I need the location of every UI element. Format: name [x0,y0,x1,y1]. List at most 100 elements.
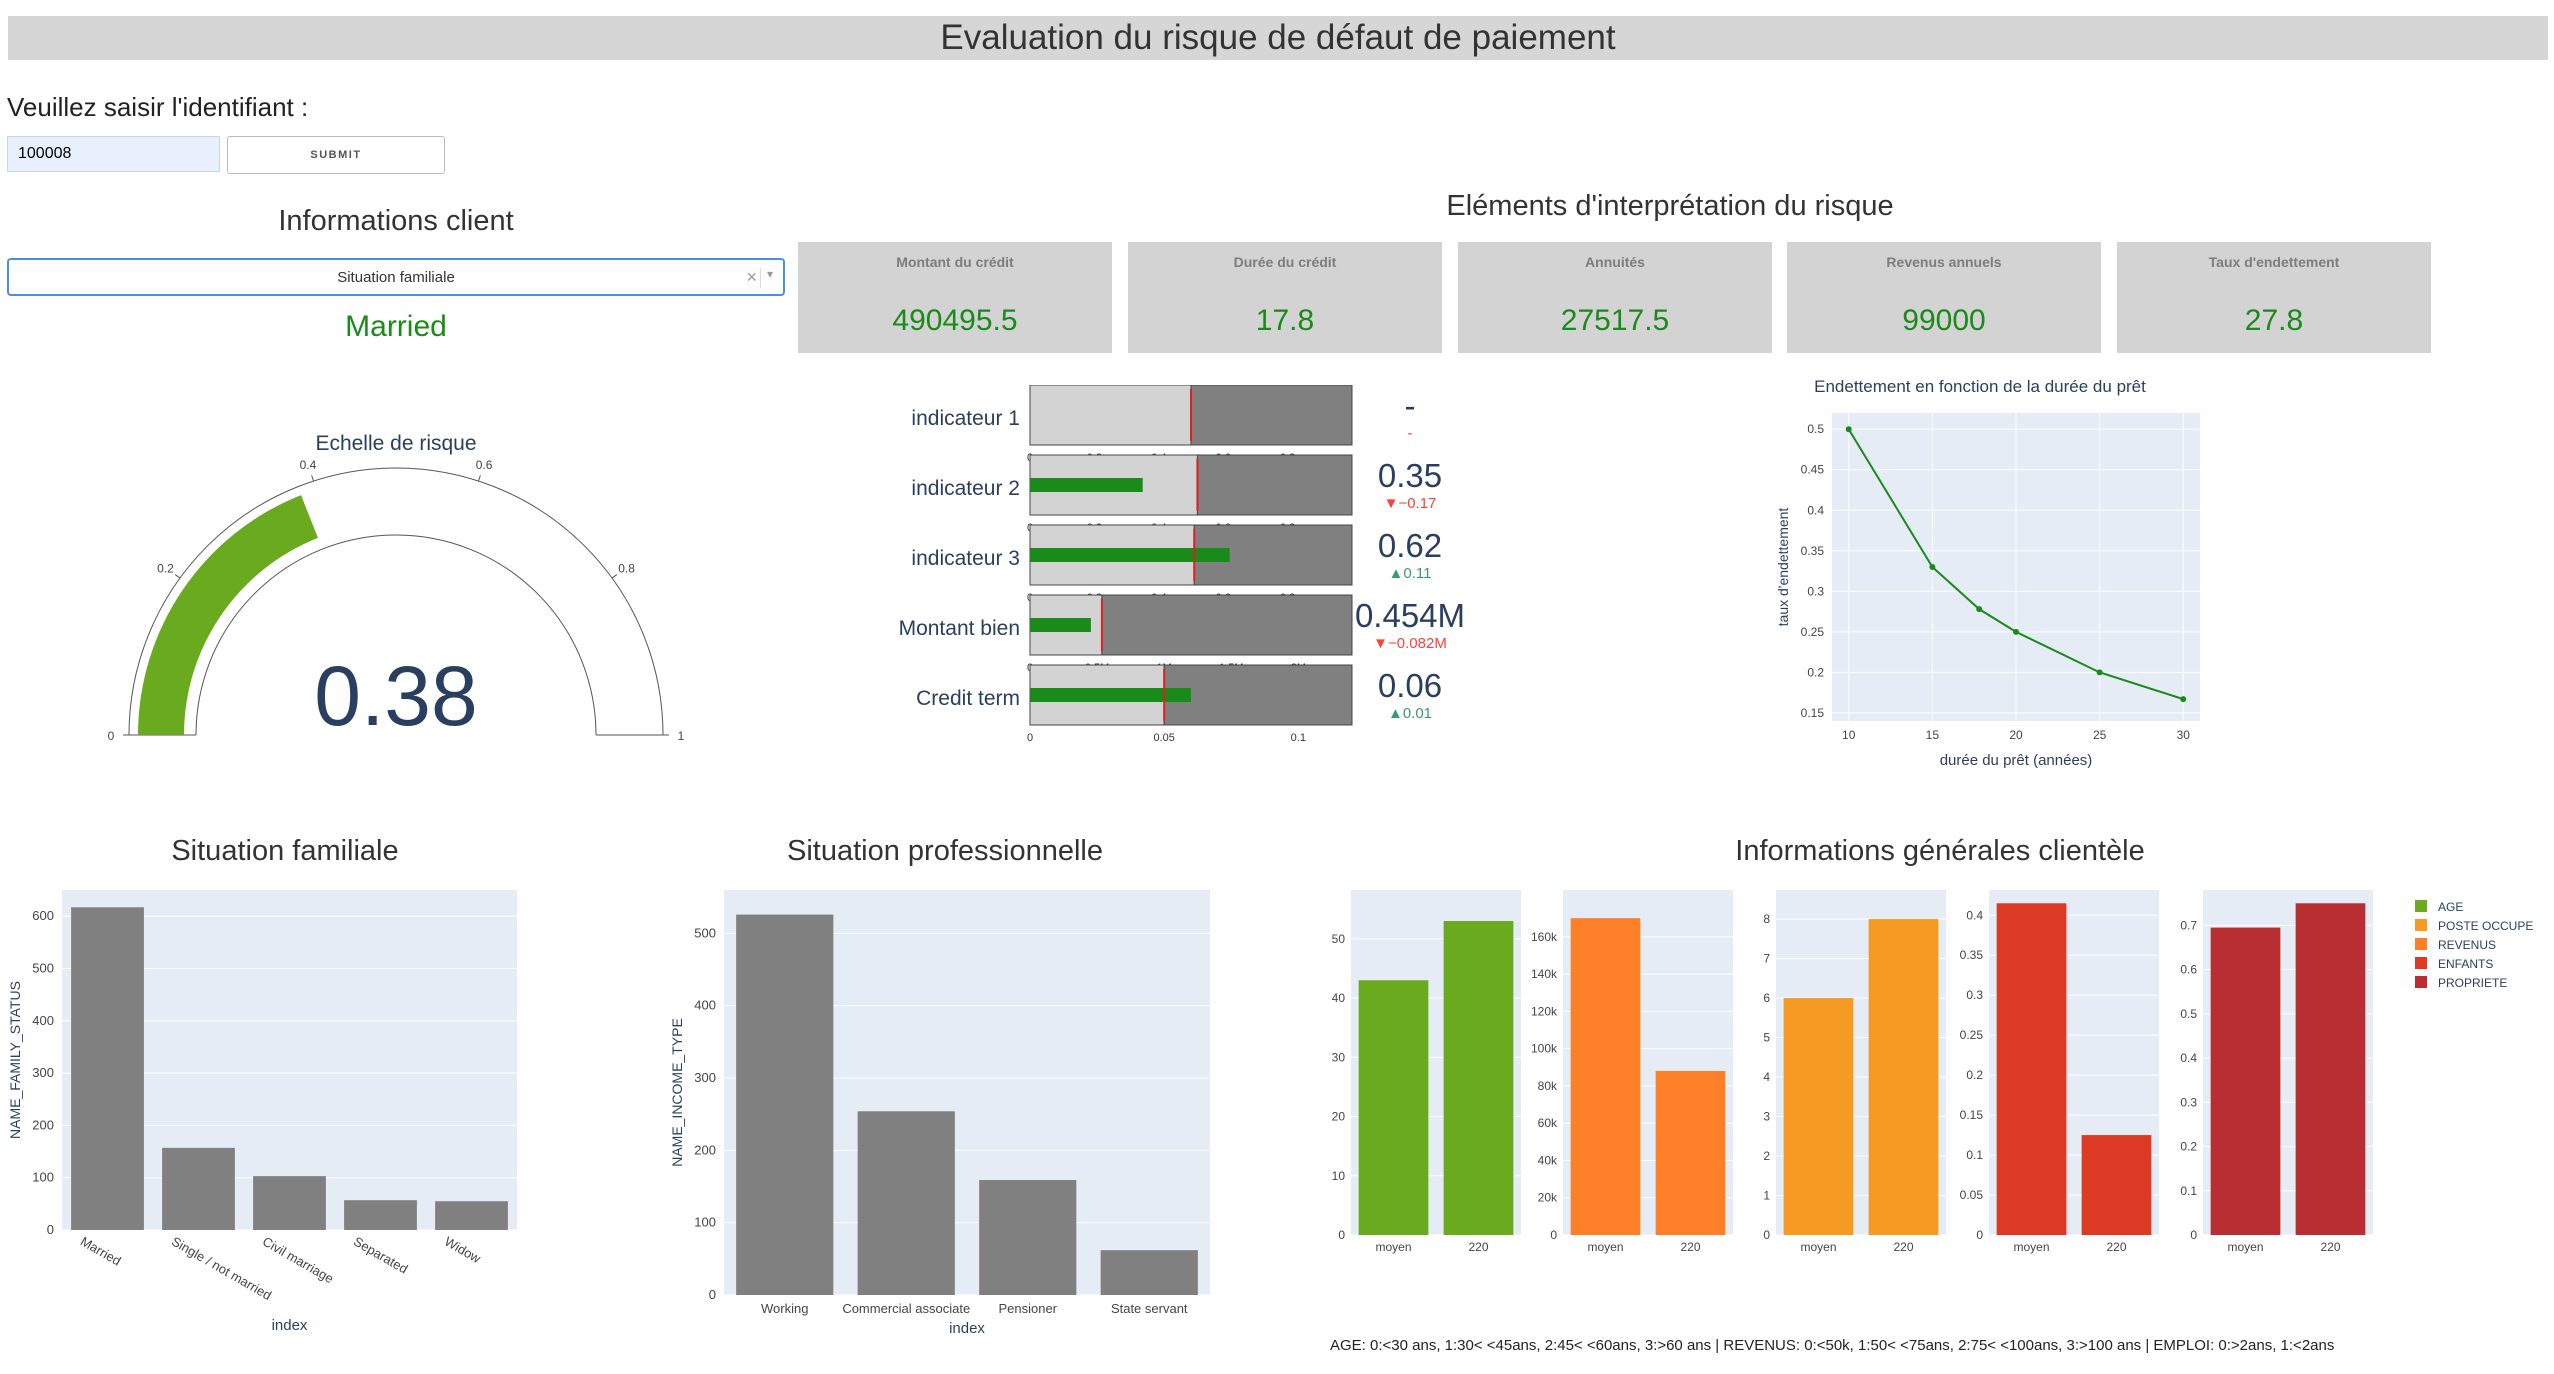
bar-ytick-label: 500 [694,925,716,940]
general-ytick-label: 4 [1763,1070,1770,1084]
bullet-range-high [1163,664,1353,726]
bar-ytick-label: 400 [32,1013,54,1028]
bullet-delta: ▼−0.082M [1373,635,1447,652]
general-ytick-label: 0 [1550,1228,1557,1242]
submit-button[interactable]: SUBMIT [227,136,445,174]
bar-ytick-label: 100 [694,1215,716,1230]
gauge-title: Echelle de risque [315,432,476,455]
bullet-range-low [1029,385,1192,446]
general-bar [2295,903,2366,1235]
gauge-tick [478,475,481,482]
line-ytick-label: 0.4 [1807,503,1824,517]
bar [857,1111,955,1295]
bullet-tick-label: 0 [1027,732,1033,744]
general-bar [1655,1070,1726,1235]
general-ytick-label: 0.5 [2180,1007,2197,1021]
line-series [1847,428,2184,701]
bar-ytick-label: 100 [32,1170,54,1185]
general-ytick-label: 100k [1531,1042,1558,1056]
line-ytick-label: 0.5 [1807,422,1824,436]
bullet-value: 0.06 [1378,667,1442,704]
legend-swatch [2415,919,2427,931]
general-category-label: 220 [1680,1240,1700,1254]
bar-xlabel: index [272,1317,308,1334]
chevron-down-icon[interactable]: ▾ [766,267,773,281]
bullet-delta: ▼−0.17 [1384,495,1437,512]
general-ytick-label: 6 [1763,991,1770,1005]
risk-gauge: Echelle de risque 0 0.2 0.4 0.6 0.8 1 0.38 [108,432,685,743]
general-category-label: 220 [1893,1240,1913,1254]
kpi-label: Durée du crédit [1233,254,1337,270]
general-ytick-label: 8 [1763,912,1770,926]
bar [736,914,834,1295]
page-title: Evaluation du risque de défaut de paieme… [8,16,2548,60]
bar-category-label: Separated [351,1234,410,1277]
line-xlabel: durée du prêt (années) [1940,752,2093,769]
bar-ytick-label: 300 [32,1065,54,1080]
bar-category-label: Married [78,1234,124,1269]
general-ytick-label: 120k [1531,1004,1558,1018]
line-xtick-label: 10 [1842,728,1856,742]
general-ytick-label: 0.3 [1966,988,1983,1002]
bar [1100,1250,1198,1295]
general-ytick-label: 0.25 [1960,1028,1984,1042]
gauge-tick [311,475,314,482]
general-ytick-label: 0 [1763,1228,1770,1242]
family-status-chart: 0 100 200 300 400 500 600 Married Single / not m… [7,890,517,1334]
general-info-title: Informations générales clientèle [1735,835,2145,867]
general-ytick-label: 0.2 [1966,1068,1983,1082]
interpretation-title: Eléments d'interprétation du risque [1446,190,1894,222]
general-ytick-label: 50 [1332,932,1346,946]
legend-note: AGE: 0:<30 ans, 1:30< <45ans, 2:45< <60a… [1330,1337,2335,1354]
kpi-value: 27517.5 [1560,304,1670,337]
gauge-tick-label: 0.6 [476,458,493,472]
general-ytick-label: 0.7 [2180,918,2197,932]
general-ytick-label: 1 [1763,1189,1770,1203]
general-ytick-label: 0.1 [2180,1184,2197,1198]
general-category-label: 220 [1468,1240,1488,1254]
general-ytick-label: 0.35 [1960,948,1984,962]
general-bar [1868,919,1939,1235]
family-chart-title: Situation familiale [171,835,399,867]
general-ytick-label: 0.05 [1960,1188,1984,1202]
general-ytick-label: 60k [1538,1116,1558,1130]
kpi-label: Annuités [1585,254,1645,270]
line-point [2180,696,2187,703]
bullet-delta: ▲0.11 [1389,565,1432,582]
bullet-value: 0.454M [1355,597,1465,634]
kpi-label: Revenus annuels [1886,254,2002,270]
income-type-chart: 0 100 200 300 400 500 Working Commercial associ… [669,890,1210,1337]
gauge-value: 0.38 [314,649,478,743]
bar-ytick-label: 300 [694,1070,716,1085]
line-xtick-label: 30 [2177,728,2191,742]
bar [979,1180,1077,1295]
gauge-inner-outline [195,534,597,736]
general-ytick-label: 0 [1338,1228,1345,1242]
client-id-input[interactable] [7,136,220,172]
bar-ytick-label: 0 [47,1222,54,1237]
bar-ytick-label: 200 [694,1142,716,1157]
general-category-label: moyen [1800,1240,1836,1254]
legend-swatch [2415,938,2427,950]
general-bar [1443,921,1514,1235]
client-variable-select[interactable]: Situation familiale × ▾ [7,258,785,296]
general-ytick-label: 30 [1332,1050,1346,1064]
kpi-card: Montant du crédit 490495.5 [798,242,1112,353]
bar-ytick-label: 0 [709,1287,716,1302]
general-ytick-label: 0 [1976,1228,1983,1242]
general-ytick-label: 5 [1763,1031,1770,1045]
select-separator [760,268,761,288]
kpi-value: 99000 [1902,304,1986,337]
bar-xlabel: index [949,1320,985,1337]
clear-icon[interactable]: × [746,267,757,287]
bar-ytick-label: 400 [694,998,716,1013]
general-bar [1358,980,1429,1235]
bar-ytick-label: 500 [32,960,54,975]
general-category-label: moyen [1375,1240,1411,1254]
kpi-card: Durée du crédit 17.8 [1128,242,1442,353]
bullet-range-high [1190,385,1353,446]
general-bar [2081,1135,2152,1235]
bar [162,1147,235,1230]
client-info-title: Informations client [278,205,514,237]
general-category-label: 220 [2320,1240,2340,1254]
